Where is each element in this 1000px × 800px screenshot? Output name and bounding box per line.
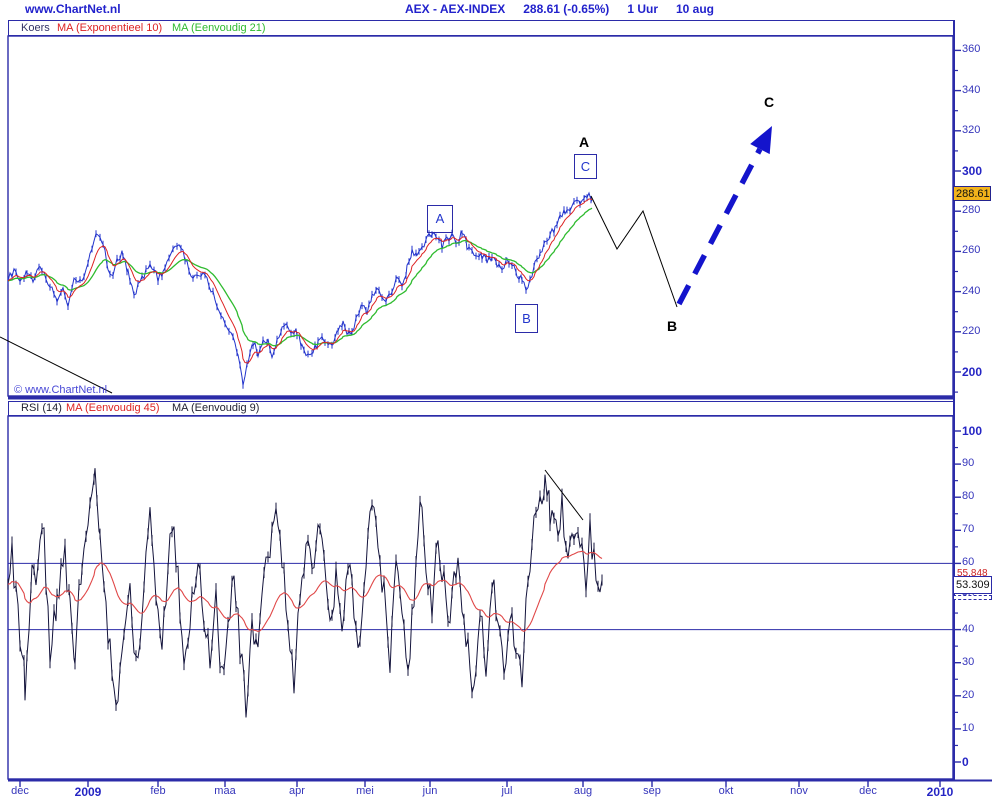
date-label: 10 aug — [676, 2, 715, 16]
legend-ma-simple-21: MA (Eenvoudig 21) — [172, 22, 266, 34]
rsi-plot-frame — [7, 415, 954, 780]
ma-exponential-10-line — [7, 198, 593, 364]
price-series-line — [7, 191, 593, 386]
legend-ma-simple-9: MA (Eenvoudig 9) — [172, 402, 260, 414]
legend-rsi-14: RSI (14) — [21, 402, 62, 414]
ma-simple-21-line — [7, 207, 593, 347]
rsi-ma-45-line — [7, 550, 603, 633]
legend-koers: Koers — [21, 22, 50, 34]
current-price-tag: 288.61 — [953, 186, 991, 201]
legend-ma-exponential-10: MA (Exponentieel 10) — [57, 22, 163, 34]
price-legend-strip: Koers MA (Exponentieel 10) MA (Eenvoudig… — [8, 20, 954, 36]
rsi-ma45-tag-partial: 55.848 — [957, 568, 988, 579]
chart-title: AEX - AEX-INDEX 288.61 (-0.65%) 1 Uur 10… — [405, 2, 714, 16]
projection-arrow-shaft — [676, 147, 763, 306]
rsi-value-tag: 53.309 — [953, 576, 992, 594]
hidden-tag-sliver — [953, 595, 992, 600]
rsi-legend-strip: RSI (14) MA (Eenvoudig 45) MA (Eenvoudig… — [8, 401, 954, 416]
legend-ma-simple-45: MA (Eenvoudig 45) — [66, 402, 160, 414]
symbol-name: AEX - AEX-INDEX — [405, 2, 506, 16]
price-plot-frame — [7, 35, 954, 397]
rsi-series-line — [7, 468, 603, 718]
projection-zigzag — [590, 195, 678, 308]
broken-trendline — [0, 336, 113, 394]
last-quote: 288.61 (-0.65%) — [523, 2, 610, 16]
watermark: © www.ChartNet.nl — [14, 384, 108, 396]
price-series-bars — [7, 194, 592, 389]
site-logo-link[interactable]: www.ChartNet.nl — [25, 2, 121, 16]
projection-arrow-head — [750, 126, 772, 155]
rsi-trendline — [544, 469, 584, 521]
interval-label: 1 Uur — [627, 2, 658, 16]
